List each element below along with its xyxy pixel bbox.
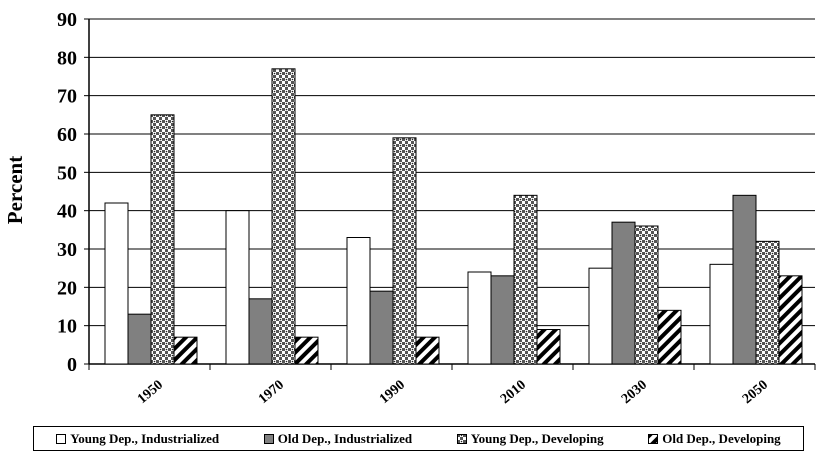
bar [248,298,273,365]
legend-item: Young Dep., Industrialized [56,431,219,447]
legend-label: Old Dep., Industrialized [277,430,413,446]
legend-swatch [456,433,467,444]
bar [657,309,682,365]
x-tick-label: 2010 [498,378,529,407]
y-tick-label: 10 [57,316,77,338]
bar [173,336,198,365]
bar [709,263,734,365]
legend-swatch [648,433,659,444]
bar [536,329,561,365]
y-tick-label: 20 [57,277,77,299]
bar [755,240,780,365]
bar [294,336,319,365]
y-axis: 0 10 20 30 40 50 60 70 80 90 [57,9,90,376]
y-tick-label: 70 [57,86,77,108]
x-tick-label: 1990 [377,378,408,407]
x-tick-label: 2050 [740,378,771,407]
bar [369,290,394,365]
y-tick-label: 0 [67,354,77,376]
bar [415,336,440,365]
bar [634,225,659,365]
legend: Young Dep., Industrialized Old Dep., Indu… [33,426,804,451]
bar [225,210,250,365]
legend-item: Old Dep., Industrialized [263,430,413,447]
y-tick-label: 60 [57,124,77,146]
y-tick-label: 90 [57,9,77,31]
bar [732,194,757,365]
y-tick-label: 30 [57,239,77,261]
x-tick-label: 2030 [619,378,650,407]
gridlines [89,18,815,365]
legend-item: Young Dep., Developing [456,430,604,447]
x-tick-label: 1950 [135,378,166,407]
x-axis: 1950 1970 1990 2010 2030 2050 [88,363,816,407]
bar [346,237,371,365]
bar [778,275,803,365]
bar [150,114,175,365]
bar [588,267,613,365]
legend-swatch [56,433,67,444]
bars [104,68,803,365]
legend-label: Young Dep., Industrialized [70,430,220,446]
y-tick-label: 80 [57,47,77,69]
legend-label: Old Dep., Developing [662,430,781,446]
bar [513,194,538,365]
legend-item: Old Dep., Developing [648,430,781,447]
bar [611,221,636,365]
bar [271,68,296,365]
bar [490,275,515,365]
bar [127,313,152,365]
y-tick-label: 50 [57,162,77,184]
bar [467,271,492,365]
bar [392,137,417,365]
legend-swatch [263,433,274,444]
x-tick-label: 1970 [256,378,287,407]
bar [104,202,129,365]
legend-label: Young Dep., Developing [470,430,604,446]
y-tick-label: 40 [57,201,77,223]
y-axis-label: Percent [3,156,27,224]
